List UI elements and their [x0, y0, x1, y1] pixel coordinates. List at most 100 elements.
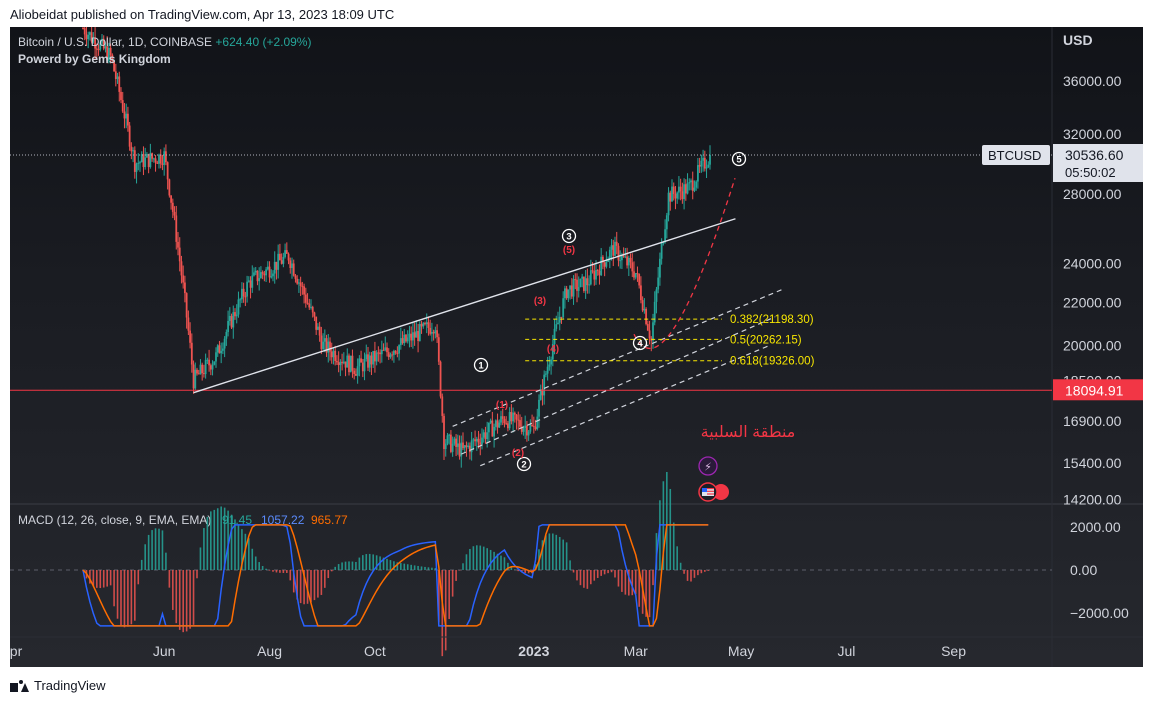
macd-histogram-bar — [648, 570, 651, 618]
candle-body — [631, 262, 634, 272]
candle-body — [678, 186, 680, 193]
macd-histogram-bar — [614, 570, 616, 578]
macd-histogram-bar — [693, 570, 696, 578]
lightning-glyph: ⚡ — [704, 462, 712, 474]
candle-body — [615, 241, 618, 246]
chart-background — [10, 27, 1143, 667]
candle-body — [505, 423, 508, 425]
candle-body — [277, 253, 280, 270]
macd-histogram-bar — [462, 563, 464, 570]
candle-body — [695, 181, 698, 188]
macd-histogram-bar — [700, 570, 703, 574]
candle-body — [377, 352, 380, 354]
candle-body — [298, 282, 300, 284]
candle-body — [588, 284, 590, 286]
chart-frame[interactable]: 0.382(21198.30) 0.5(20262.15) 0.618(19326.… — [10, 27, 1143, 667]
candle-body — [581, 276, 584, 279]
candle-body — [175, 215, 178, 242]
candle-body — [417, 331, 419, 341]
macd-histogram-bar — [168, 570, 171, 588]
candle-body — [591, 270, 594, 272]
macd-histogram-bar — [690, 570, 692, 582]
price-tick-label: 22000.00 — [1063, 294, 1122, 310]
candle-body — [646, 324, 649, 331]
macd-line-value: 1057.22 — [261, 513, 305, 527]
candle-body — [638, 273, 641, 286]
price-chart[interactable]: 0.382(21198.30) 0.5(20262.15) 0.618(19326.… — [10, 27, 1143, 667]
lightning-event-icon[interactable] — [698, 456, 718, 476]
candle-body — [120, 91, 122, 101]
candle-body — [456, 443, 459, 447]
wave-circle — [731, 151, 747, 167]
macd-label: MACD (12, 26, close, 9, EMA, EMA) — [18, 513, 211, 527]
candle-body — [418, 323, 421, 341]
candle-body — [596, 269, 599, 272]
candle-body — [560, 316, 563, 318]
macd-histogram-bar — [241, 529, 243, 570]
candle-body — [415, 331, 418, 338]
candle-body — [230, 315, 233, 328]
candle-body — [241, 288, 243, 300]
macd-hist-value: 91.45 — [222, 513, 252, 527]
candle-body — [617, 245, 620, 261]
candle-body — [676, 192, 679, 199]
macd-histogram-bar — [317, 570, 319, 598]
candle-body — [189, 330, 191, 343]
candle-body — [140, 154, 143, 163]
candle-body — [543, 374, 546, 396]
macd-histogram-bar — [576, 570, 578, 581]
macd-histogram-bar — [254, 556, 257, 570]
macd-histogram-bar — [120, 570, 122, 626]
macd-histogram-bar — [289, 570, 292, 581]
candle-body — [640, 285, 642, 301]
macd-histogram-bar — [341, 562, 343, 570]
candle-body — [311, 306, 314, 313]
candle-body — [360, 358, 362, 363]
candle-body — [660, 243, 663, 259]
candle-body — [235, 314, 238, 317]
candle-body — [659, 258, 661, 278]
wave-circle — [516, 456, 532, 472]
candle-body — [146, 153, 148, 158]
candle-body — [190, 342, 193, 365]
candle-body — [453, 438, 456, 444]
macd-histogram-bar — [624, 570, 627, 595]
candle-body — [557, 322, 559, 325]
macd-histogram-bar — [496, 553, 499, 570]
candle-body — [503, 418, 506, 424]
candle-body — [405, 334, 407, 342]
macd-histogram-bar — [182, 570, 184, 633]
candle-body — [330, 351, 333, 358]
candle-body — [610, 245, 613, 250]
candle-body — [648, 330, 651, 339]
macd-histogram-bar — [382, 557, 385, 570]
macd-histogram-bar — [659, 500, 661, 570]
macd-histogram-bar — [368, 553, 371, 570]
candle-body — [629, 257, 632, 263]
candle-body — [579, 278, 582, 288]
macd-histogram-bar — [548, 533, 551, 570]
macd-histogram-bar — [130, 570, 133, 625]
support-level-badge — [1053, 379, 1143, 401]
macd-histogram-bar — [175, 570, 178, 624]
candle-body — [151, 153, 153, 159]
macd-histogram-bar — [569, 560, 571, 570]
candle-body — [147, 153, 150, 168]
macd-histogram-bar — [434, 568, 437, 570]
macd-histogram-bar — [486, 548, 488, 570]
candle-body — [194, 369, 197, 389]
candle-body — [365, 354, 368, 360]
candle-body — [391, 354, 394, 356]
candle-body — [218, 345, 221, 354]
wave-label-sub: (5) — [563, 245, 575, 256]
candle-body — [398, 345, 400, 354]
candle-body — [299, 282, 302, 286]
candle-body — [87, 34, 90, 40]
candle-body — [709, 155, 711, 165]
event-flag-back-icon[interactable] — [713, 484, 729, 500]
candle-body — [197, 373, 200, 375]
candle-body — [351, 355, 354, 371]
candle-body — [82, 28, 84, 30]
candle-body — [113, 60, 115, 72]
macd-histogram-bar — [431, 567, 433, 570]
